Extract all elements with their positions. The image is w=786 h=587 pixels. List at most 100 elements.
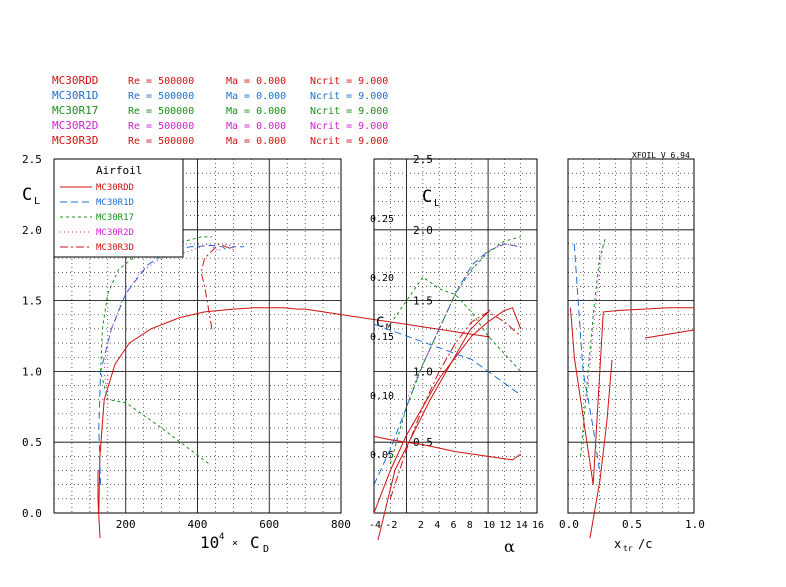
- header-airfoil-name: MC30R3D: [52, 134, 98, 147]
- x-tick-label: 1.0: [685, 518, 705, 531]
- header-mach: Ma = 0.000: [226, 91, 286, 102]
- legend-title: Airfoil: [96, 164, 142, 177]
- transition-series-line: [570, 307, 694, 485]
- cm-tick-label: 0.15: [370, 332, 394, 343]
- airfoil-legend: Airfoil MC30RDD MC30R1D MC30R17 MC30R2D MC30R…: [53, 158, 184, 258]
- cm-tick-label: 0.25: [370, 214, 394, 225]
- x-tick-label: 12: [499, 520, 511, 531]
- header-mach: Ma = 0.000: [226, 106, 286, 117]
- x-axis-label: x: [614, 537, 621, 551]
- x-tick-label: 8: [467, 520, 473, 531]
- x-tick-label: 6: [451, 520, 457, 531]
- y-tick-label: 2.0: [22, 224, 42, 237]
- y-axis-label-subscript: L: [434, 198, 440, 209]
- transition-bottom-line: [644, 329, 695, 339]
- x-tick-label: 0.5: [622, 518, 642, 531]
- y-axis-label: C: [22, 185, 32, 205]
- cm-tick-label: 0.20: [370, 273, 394, 284]
- header-reynolds: Re = 500000: [128, 136, 194, 147]
- header-ncrit: Ncrit = 9.000: [310, 91, 388, 102]
- polar-series-line: [100, 236, 212, 464]
- polar-series-line: [98, 307, 306, 514]
- y-axis-label: C: [422, 187, 432, 207]
- y-tick-label: 0.5: [413, 436, 433, 449]
- header-airfoil-name: MC30R1D: [52, 89, 98, 102]
- cm-series-line: [373, 435, 521, 461]
- x-tick-label: -4: [369, 520, 381, 531]
- header-ncrit: Ncrit = 9.000: [310, 136, 388, 147]
- y-tick-label: 2.5: [22, 153, 42, 166]
- legend-entry-label: MC30R17: [96, 213, 134, 223]
- x-tick-label: 10: [483, 520, 495, 531]
- header-mach: Ma = 0.000: [226, 136, 286, 147]
- polar-series-line: [98, 244, 245, 485]
- y-tick-label: 0.5: [22, 436, 42, 449]
- header-ncrit: Ncrit = 9.000: [310, 121, 388, 132]
- transition-series-line: [586, 243, 604, 400]
- cl-cm-vs-alpha-panel: 0.5 1.0 1.5 2.0 2.5 0.05 0.10 0.15 0.20 0.25 -4 -2 2…: [369, 153, 544, 556]
- x-axis-label-denominator: /c: [638, 537, 652, 551]
- x-tick-label: 200: [116, 518, 136, 531]
- y-axis-label-subscript: L: [34, 196, 40, 207]
- xfoil-version-label: XFOIL V 6.94: [632, 151, 690, 160]
- y-tick-label: 1.5: [413, 295, 433, 308]
- y-tick-label: 1.5: [22, 295, 42, 308]
- header-mach: Ma = 0.000: [226, 76, 286, 87]
- transition-series-line: [573, 243, 600, 471]
- y-tick-label: 2.0: [413, 224, 433, 237]
- x-tick-label: 400: [188, 518, 208, 531]
- x-tick-label: -2: [385, 520, 397, 531]
- legend-entry-label: MC30R2D: [96, 228, 134, 238]
- cm-tick-label: 0.05: [370, 450, 394, 461]
- header-reynolds: Re = 500000: [128, 91, 194, 102]
- polar-series-line: [200, 243, 234, 329]
- y-tick-label: 1.0: [22, 365, 42, 378]
- header-airfoil-name: MC30R17: [52, 104, 98, 117]
- x-axis-label-subscript: D: [263, 544, 269, 555]
- polar-series-connector: [305, 308, 491, 338]
- y-tick-label: 2.5: [413, 153, 433, 166]
- header-airfoil-name: MC30RDD: [52, 74, 98, 87]
- x-axis-label-subscript: tr: [623, 544, 633, 553]
- x-axis-label-exponent: 4: [219, 532, 224, 542]
- x-tick-label: 800: [331, 518, 351, 531]
- y-tick-label: 0.0: [22, 507, 42, 520]
- polar-series-line: [103, 243, 234, 400]
- run-parameters-header: MC30RDD Re = 500000 Ma = 0.000 Ncrit = 9.00…: [52, 74, 388, 147]
- polar-series-tail: [97, 470, 101, 539]
- x-tick-label: 16: [532, 520, 544, 531]
- legend-entry-label: MC30R3D: [96, 243, 134, 253]
- legend-box: [53, 158, 184, 258]
- legend-entry-label: MC30RDD: [96, 183, 134, 193]
- cm-axis-label: C: [376, 315, 384, 331]
- cm-tick-label: 0.10: [370, 391, 394, 402]
- header-reynolds: Re = 500000: [128, 76, 194, 87]
- x-axis-label-times: ×: [232, 538, 238, 549]
- x-tick-label: 0.0: [559, 518, 579, 531]
- x-tick-label: 4: [434, 520, 440, 531]
- x-axis-label: 10: [200, 533, 219, 552]
- cm-series-line: [389, 276, 522, 372]
- transition-series-line: [580, 236, 607, 457]
- x-axis-label-symbol: C: [250, 533, 260, 552]
- header-ncrit: Ncrit = 9.000: [310, 76, 388, 87]
- header-ncrit: Ncrit = 9.000: [310, 106, 388, 117]
- x-axis-label: α: [504, 537, 515, 556]
- transition-location-panel: 0.0 0.5 1.0 x tr/c: [559, 158, 705, 553]
- header-reynolds: Re = 500000: [128, 106, 194, 117]
- x-tick-label: 14: [516, 520, 528, 531]
- cm-series-line: [373, 323, 521, 396]
- header-airfoil-name: MC30R2D: [52, 119, 98, 132]
- legend-entry-label: MC30R1D: [96, 198, 134, 208]
- cm-axis-label-subscript: M: [386, 323, 392, 333]
- x-tick-label: 600: [259, 518, 279, 531]
- header-mach: Ma = 0.000: [226, 121, 286, 132]
- header-reynolds: Re = 500000: [128, 121, 194, 132]
- cl-series-line: [373, 307, 522, 514]
- cl-series-line: [373, 243, 521, 485]
- y-tick-label: 1.0: [413, 365, 433, 378]
- x-tick-label: 2: [418, 520, 424, 531]
- cl-extended-line: [377, 309, 491, 541]
